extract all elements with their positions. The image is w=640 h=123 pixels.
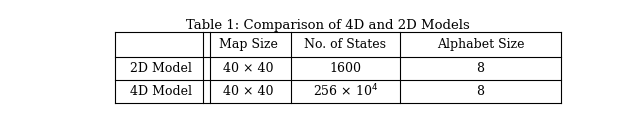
Text: Table 1: Comparison of 4D and 2D Models: Table 1: Comparison of 4D and 2D Models (186, 19, 470, 32)
Text: 8: 8 (477, 62, 484, 75)
Text: 1600: 1600 (330, 62, 362, 75)
Text: 8: 8 (477, 85, 484, 98)
Text: 4D Model: 4D Model (130, 85, 191, 98)
Text: 2D Model: 2D Model (130, 62, 191, 75)
Text: Map Size: Map Size (220, 38, 278, 51)
Text: 40 × 40: 40 × 40 (223, 62, 274, 75)
Text: Alphabet Size: Alphabet Size (436, 38, 524, 51)
Text: 256 $\times$ 10$^{4}$: 256 $\times$ 10$^{4}$ (313, 83, 378, 100)
Text: No. of States: No. of States (305, 38, 387, 51)
Text: 40 × 40: 40 × 40 (223, 85, 274, 98)
